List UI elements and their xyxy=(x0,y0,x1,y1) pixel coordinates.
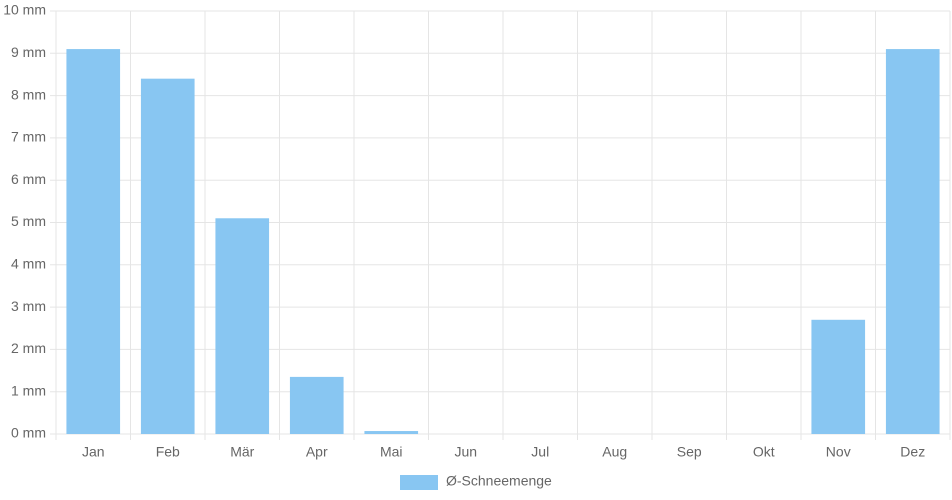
bar xyxy=(140,78,195,435)
bar xyxy=(811,319,866,434)
y-tick-label: 0 mm xyxy=(11,425,46,441)
y-tick-label: 3 mm xyxy=(11,298,46,314)
y-tick-label: 1 mm xyxy=(11,382,46,398)
y-tick-label: 8 mm xyxy=(11,86,46,102)
y-tick-label: 7 mm xyxy=(11,129,46,145)
y-tick-label: 9 mm xyxy=(11,44,46,60)
bar xyxy=(66,49,121,434)
bar xyxy=(885,49,940,434)
x-tick-label: Okt xyxy=(753,444,775,460)
legend-label[interactable]: Ø-Schneemenge xyxy=(446,473,552,489)
x-tick-label: Sep xyxy=(677,444,702,460)
y-tick-label: 6 mm xyxy=(11,171,46,187)
x-tick-label: Apr xyxy=(306,444,328,460)
y-tick-label: 10 mm xyxy=(3,2,46,18)
bar xyxy=(364,431,419,434)
x-tick-label: Dez xyxy=(900,444,925,460)
y-tick-label: 5 mm xyxy=(11,213,46,229)
x-tick-label: Aug xyxy=(602,444,627,460)
x-tick-label: Mär xyxy=(230,444,254,460)
x-tick-label: Jan xyxy=(82,444,105,460)
x-tick-label: Jul xyxy=(531,444,549,460)
bar xyxy=(289,376,344,434)
x-tick-label: Jun xyxy=(454,444,477,460)
y-tick-label: 2 mm xyxy=(11,340,46,356)
legend-swatch[interactable] xyxy=(400,475,438,490)
x-tick-label: Feb xyxy=(156,444,180,460)
x-tick-label: Mai xyxy=(380,444,403,460)
x-tick-label: Nov xyxy=(826,444,851,460)
y-tick-label: 4 mm xyxy=(11,256,46,272)
bar xyxy=(215,218,270,434)
